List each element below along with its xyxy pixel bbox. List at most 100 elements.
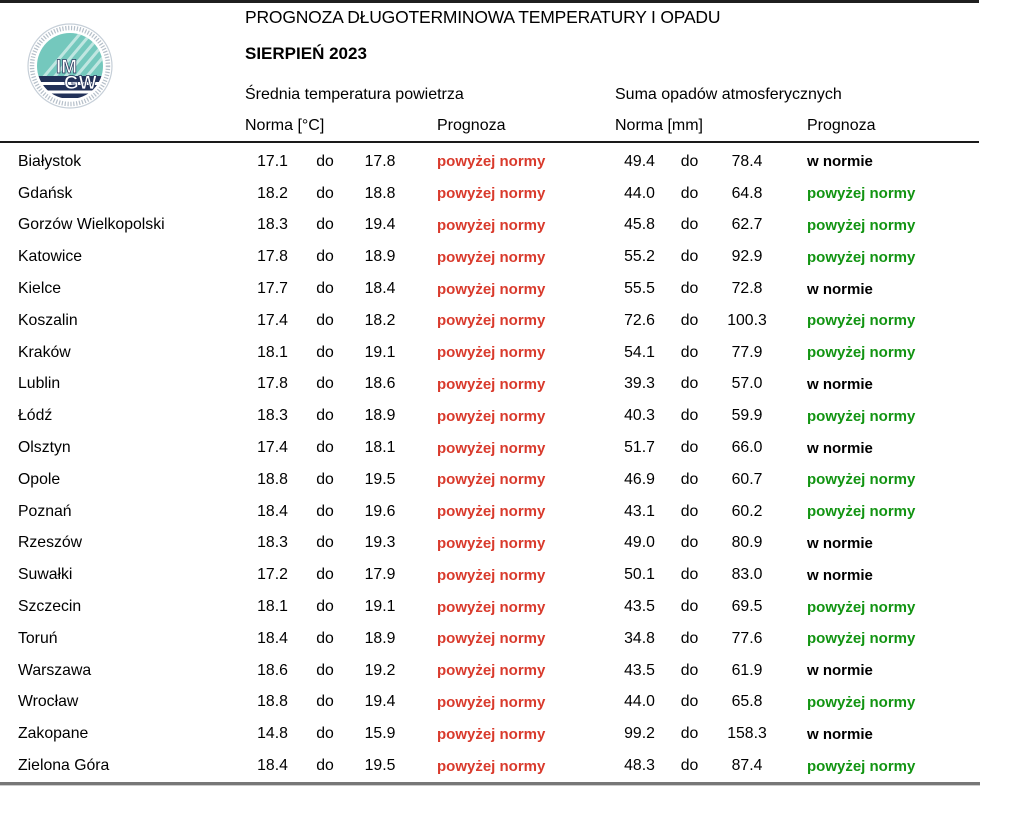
temp-forecast: powyżej normy <box>437 471 546 489</box>
precip-forecast: w normie <box>807 280 873 298</box>
precip-norm-low: 43.5 <box>624 598 655 616</box>
range-separator: do <box>680 280 699 298</box>
range-separator: do <box>680 725 699 743</box>
temp-forecast: powyżej normy <box>437 312 546 330</box>
page-title: PROGNOZA DŁUGOTERMINOWA TEMPERATURY I OP… <box>245 7 721 27</box>
temp-norm-header: Norma [°C] <box>245 117 325 134</box>
city-name: Rzeszów <box>18 534 83 552</box>
precip-norm-low: 55.5 <box>624 280 655 298</box>
precip-norm-high: 158.3 <box>727 725 767 743</box>
temp-norm-low: 18.3 <box>257 534 288 552</box>
precip-forecast: powyżej normy <box>807 407 916 425</box>
temp-forecast-header: Prognoza <box>437 117 506 134</box>
city-name: Zakopane <box>18 725 89 743</box>
precip-norm-high: 66.0 <box>731 439 763 457</box>
temp-norm-high: 18.9 <box>364 629 396 647</box>
precip-forecast: w normie <box>807 534 873 552</box>
city-name: Zielona Góra <box>18 757 110 775</box>
precip-norm-high: 60.7 <box>731 470 763 488</box>
logo-text-im: IM <box>56 57 77 78</box>
precip-norm-high: 61.9 <box>731 661 763 679</box>
precip-forecast: powyżej normy <box>807 216 916 234</box>
range-separator: do <box>680 407 699 425</box>
temp-forecast: powyżej normy <box>437 534 546 552</box>
temp-norm-high: 18.9 <box>364 248 396 266</box>
temp-norm-high: 17.9 <box>364 566 396 584</box>
temp-forecast: powyżej normy <box>437 630 546 648</box>
range-separator: do <box>316 375 334 393</box>
temp-norm-high: 18.8 <box>364 184 396 202</box>
range-separator: do <box>680 566 699 584</box>
table-row: Rzeszów 18.3 do 19.3 powyżej normy 49.0 … <box>0 528 1024 560</box>
logo-text-gw: GW <box>64 73 97 94</box>
range-separator: do <box>680 375 699 393</box>
table-row: Gorzów Wielkopolski 18.3 do 19.4 powyżej… <box>0 210 1024 242</box>
precip-forecast: powyżej normy <box>807 630 916 648</box>
table-row: Zielona Góra 18.4 do 19.5 powyżej normy … <box>0 750 1024 782</box>
temp-norm-high: 15.9 <box>364 725 396 743</box>
temp-norm-high: 18.4 <box>364 280 396 298</box>
temp-forecast: powyżej normy <box>437 757 546 775</box>
temp-norm-high: 19.6 <box>364 502 396 520</box>
precip-norm-low: 55.2 <box>624 248 655 266</box>
temp-norm-low: 18.4 <box>257 757 288 775</box>
range-separator: do <box>316 280 334 298</box>
range-separator: do <box>316 502 334 520</box>
table-row: Poznań 18.4 do 19.6 powyżej normy 43.1 d… <box>0 496 1024 528</box>
range-separator: do <box>680 216 699 234</box>
range-separator: do <box>316 661 334 679</box>
range-separator: do <box>316 566 334 584</box>
table-row: Szczecin 18.1 do 19.1 powyżej normy 43.5… <box>0 591 1024 623</box>
temp-norm-low: 17.1 <box>257 152 288 170</box>
temp-norm-high: 18.1 <box>364 439 396 457</box>
temp-forecast: powyżej normy <box>437 662 546 680</box>
column-labels-header: Norma [°C] Prognoza Norma [mm] Prognoza <box>0 113 1024 139</box>
temp-norm-high: 19.1 <box>364 598 396 616</box>
precip-forecast: powyżej normy <box>807 344 916 362</box>
range-separator: do <box>316 693 334 711</box>
range-separator: do <box>316 470 334 488</box>
precip-norm-high: 77.6 <box>731 629 763 647</box>
table-row: Olsztyn 17.4 do 18.1 powyżej normy 51.7 … <box>0 432 1024 464</box>
city-name: Toruń <box>18 629 58 647</box>
range-separator: do <box>680 248 699 266</box>
range-separator: do <box>316 534 334 552</box>
city-name: Opole <box>18 470 61 488</box>
precip-norm-high: 65.8 <box>731 693 763 711</box>
precip-norm-high: 57.0 <box>731 375 763 393</box>
city-name: Lublin <box>18 375 61 393</box>
table-row: Łódź 18.3 do 18.9 powyżej normy 40.3 do … <box>0 400 1024 432</box>
imgw-logo: IM GW <box>27 23 113 109</box>
temp-norm-high: 18.9 <box>364 407 396 425</box>
table-row: Lublin 17.8 do 18.6 powyżej normy 39.3 d… <box>0 369 1024 401</box>
city-name: Gorzów Wielkopolski <box>18 216 165 234</box>
temp-forecast: powyżej normy <box>437 598 546 616</box>
range-separator: do <box>316 152 334 170</box>
precip-norm-low: 48.3 <box>624 757 655 775</box>
range-separator: do <box>680 629 699 647</box>
temp-norm-low: 14.8 <box>257 725 288 743</box>
temp-forecast: powyżej normy <box>437 185 546 203</box>
temp-norm-low: 17.2 <box>257 566 288 584</box>
temp-norm-low: 18.6 <box>257 661 288 679</box>
precip-norm-low: 34.8 <box>624 629 655 647</box>
precip-norm-high: 80.9 <box>731 534 763 552</box>
precip-norm-high: 64.8 <box>731 184 763 202</box>
range-separator: do <box>680 534 699 552</box>
column-group-header: Średnia temperatura powietrza Suma opadó… <box>0 82 1024 108</box>
precip-forecast: powyżej normy <box>807 312 916 330</box>
precip-norm-low: 54.1 <box>624 343 655 361</box>
table-row: Zakopane 14.8 do 15.9 powyżej normy 99.2… <box>0 718 1024 750</box>
temp-norm-high: 18.6 <box>364 375 396 393</box>
range-separator: do <box>316 184 334 202</box>
temp-norm-low: 17.8 <box>257 248 288 266</box>
precip-forecast: w normie <box>807 375 873 393</box>
imgw-logo-icon: IM GW <box>27 23 113 109</box>
city-name: Katowice <box>18 248 83 266</box>
range-separator: do <box>680 757 699 775</box>
precip-norm-low: 51.7 <box>624 439 655 457</box>
city-name: Poznań <box>18 502 72 520</box>
temp-norm-high: 18.2 <box>364 311 396 329</box>
range-separator: do <box>316 407 334 425</box>
precip-forecast-header: Prognoza <box>807 117 876 134</box>
